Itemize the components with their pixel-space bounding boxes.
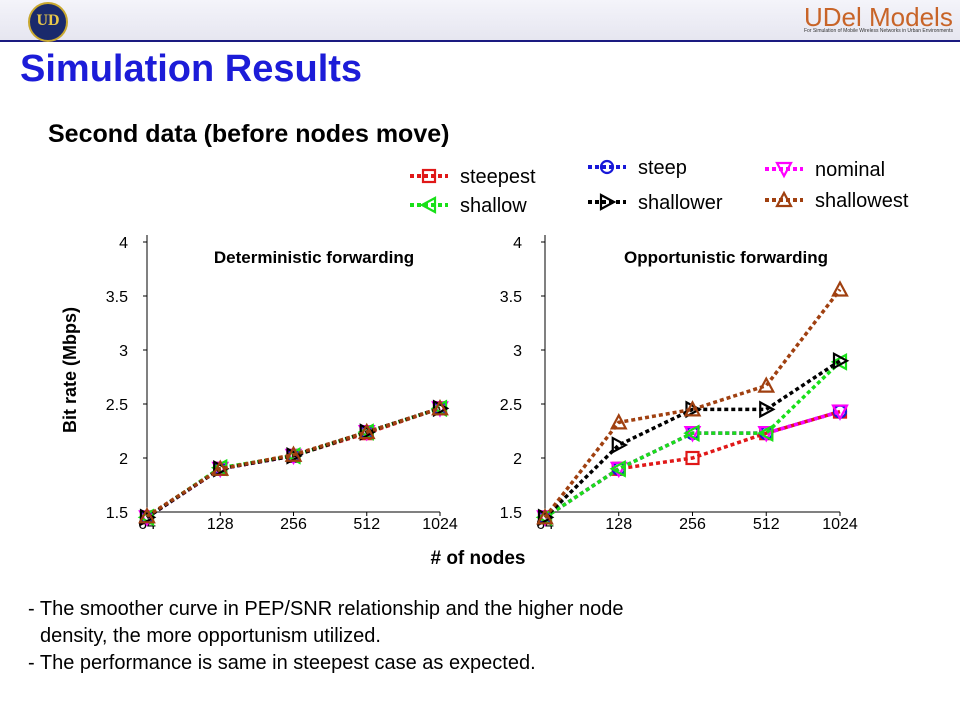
data-point-shallower [759, 400, 776, 419]
data-point-shallow [609, 459, 626, 478]
data-point-shallowest [683, 400, 702, 417]
y-tick-label: 3.5 [500, 289, 522, 306]
legend-marker-triangle-left [419, 196, 437, 214]
legend-label: shallow [460, 195, 527, 217]
data-point-shallowest [831, 280, 849, 297]
brand-tagline: For Simulation of Mobile Wireless Networ… [804, 28, 953, 34]
data-point-shallowest [284, 445, 303, 462]
series-line-shallowest [146, 406, 441, 518]
series-line-shallower [543, 359, 841, 519]
legend-item-nominal: nominal [765, 159, 885, 181]
y-tick-label: 2 [119, 451, 128, 468]
legend-label: nominal [815, 159, 885, 181]
legend-marker-circle [599, 159, 615, 175]
x-tick-label: 512 [753, 516, 780, 533]
x-tick-label: 256 [679, 516, 706, 533]
y-tick-label: 4 [513, 235, 522, 252]
y-tick-label: 1.5 [106, 505, 128, 522]
header-bar: UD UDel Models For Simulation of Mobile … [0, 0, 960, 42]
y-tick-label: 4 [119, 235, 128, 252]
note-line-1: - The smoother curve in PEP/SNR relation… [28, 598, 624, 620]
data-point-shallower [832, 351, 850, 370]
data-point-steepest [685, 450, 700, 466]
y-tick-label: 2.5 [500, 397, 522, 414]
legend-item-steep: steep [588, 157, 687, 179]
data-point-shallowest [757, 376, 776, 393]
series-line-shallow [544, 360, 842, 519]
x-tick-label: 256 [280, 516, 307, 533]
y-tick-label: 3 [513, 343, 522, 360]
x-tick-label: 1024 [422, 516, 458, 533]
y-axis-label: Bit rate (Mbps) [60, 307, 80, 433]
university-seal-logo: UD [28, 2, 68, 42]
page-title: Simulation Results [20, 48, 363, 90]
x-tick-label: 512 [353, 516, 380, 533]
legend-item-shallower: shallower [588, 192, 723, 214]
data-point-shallower [213, 459, 230, 478]
chart-title: Deterministic forwarding [214, 248, 414, 267]
seal-text: UD [36, 12, 60, 29]
legend-item-shallowest: shallowest [765, 190, 909, 212]
data-point-shallowest [211, 459, 230, 476]
note-line-2: density, the more opportunism utilized. [40, 625, 381, 647]
legend-label: shallowest [815, 190, 909, 212]
legend-label: steep [638, 157, 687, 179]
y-tick-label: 2 [513, 451, 522, 468]
data-point-shallowest [431, 398, 449, 416]
data-point-shallow [683, 424, 700, 443]
y-tick-label: 2.5 [106, 397, 128, 414]
brand-text: UDel Models [804, 2, 953, 32]
legend-marker-triangle-down [775, 161, 793, 179]
x-tick-label: 1024 [822, 516, 858, 533]
notes: - The smoother curve in PEP/SNR relation… [28, 596, 624, 677]
data-point-shallowest [138, 506, 156, 524]
chart-title: Opportunistic forwarding [624, 248, 828, 267]
legend-label: steepest [460, 166, 536, 188]
legend-marker-square [421, 168, 437, 184]
legend-item-steepest: steepest [410, 166, 536, 188]
series-line-shallowest [543, 288, 842, 519]
data-point-shallower [611, 436, 629, 454]
data-point-shallowest [536, 508, 554, 525]
y-tick-label: 3.5 [106, 289, 128, 306]
note-line-3: - The performance is same in steepest ca… [28, 652, 536, 674]
x-tick-label: 128 [605, 516, 632, 533]
data-point-shallower [537, 508, 555, 527]
data-point-nominal [831, 404, 849, 421]
legend-item-shallow: shallow [410, 195, 527, 217]
legend-label: shallower [638, 192, 723, 214]
y-tick-label: 3 [119, 343, 128, 360]
data-point-shallow [756, 424, 774, 443]
subtitle: Second data (before nodes move) [48, 120, 450, 148]
x-axis-label: # of nodes [430, 548, 525, 569]
data-point-shallowest [609, 413, 628, 430]
data-point-shallower [432, 399, 450, 418]
legend-marker-triangle-right [599, 193, 617, 211]
legend-marker-triangle-up [775, 190, 793, 208]
data-point-nominal [683, 426, 702, 443]
data-point-shallower [359, 423, 377, 441]
y-tick-label: 1.5 [500, 505, 522, 522]
data-point-shallowest [357, 422, 376, 440]
udel-models-logo: UDel Models For Simulation of Mobile Wir… [800, 2, 953, 36]
x-tick-label: 128 [207, 516, 234, 533]
data-point-shallower [139, 508, 157, 527]
